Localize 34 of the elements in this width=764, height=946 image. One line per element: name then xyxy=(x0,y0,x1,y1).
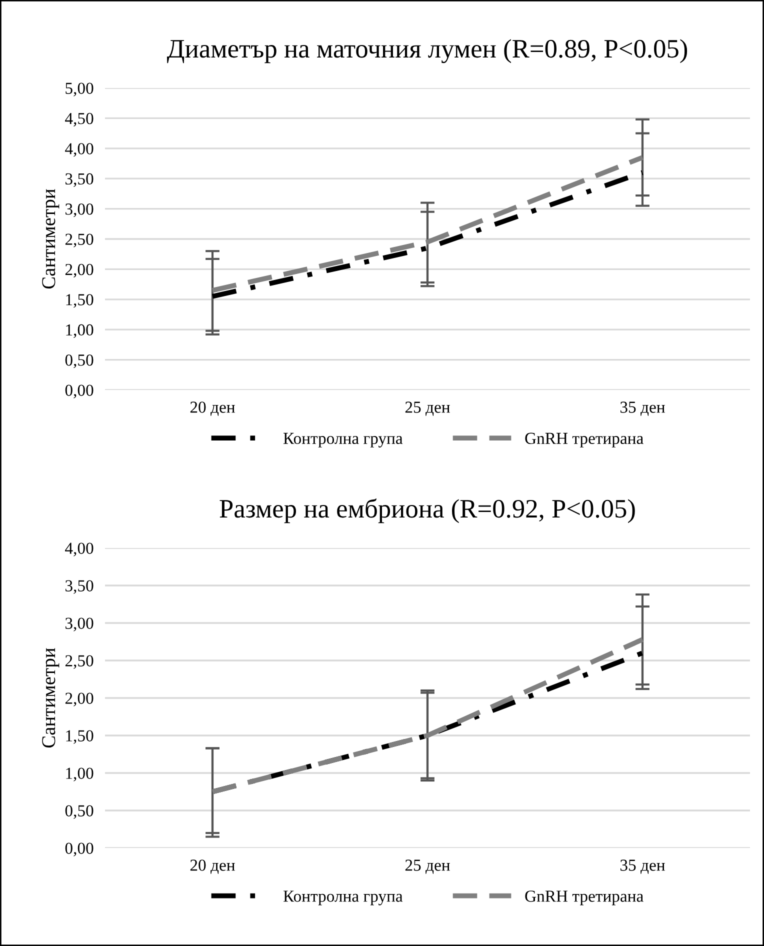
x-tick-label: 20 ден xyxy=(190,860,235,874)
y-tick-label: 0,50 xyxy=(65,354,94,368)
y-tick-label: 5,00 xyxy=(66,82,94,96)
y-tick-label: 2,00 xyxy=(65,264,94,278)
y-axis-title: Сантиметри xyxy=(42,189,60,289)
x-tick-label: 25 ден xyxy=(405,860,450,874)
y-tick-label: 3,00 xyxy=(66,618,94,632)
x-tick-label: 35 ден xyxy=(620,402,665,416)
y-tick-label: 0,50 xyxy=(65,805,94,819)
y-tick-label: 4,00 xyxy=(65,143,94,157)
y-tick-label: 2,00 xyxy=(65,692,94,706)
y-tick-label: 4,50 xyxy=(65,112,94,127)
y-tick-label: 1,00 xyxy=(66,324,94,338)
legend-label: Контролна група xyxy=(283,890,403,906)
chart-title: Размер на ембриона (R=0.92, P<0.05) xyxy=(220,498,635,524)
y-tick-label: 3,50 xyxy=(66,580,94,594)
y-tick-label: 3,50 xyxy=(66,173,94,187)
x-tick-label: 35 ден xyxy=(620,860,665,874)
y-tick-label: 2,50 xyxy=(65,655,94,669)
y-tick-label: 4,00 xyxy=(65,542,94,556)
y-axis-title: Сантиметри xyxy=(42,648,60,748)
y-tick-label: 1,00 xyxy=(66,768,94,782)
y-tick-label: 1,50 xyxy=(66,730,94,744)
x-tick-label: 25 ден xyxy=(405,402,450,416)
legend-label: Контролна група xyxy=(283,432,403,448)
y-tick-label: 0,00 xyxy=(65,384,94,398)
y-tick-label: 0,00 xyxy=(65,842,94,856)
y-tick-label: 1,50 xyxy=(66,294,94,308)
y-tick-label: 3,00 xyxy=(66,204,94,218)
legend-label: GnRH третирана xyxy=(525,432,644,448)
legend-label: GnRH третирана xyxy=(525,890,644,906)
chart-title: Диаметър на маточния лумен (R=0.89, P<0.05) xyxy=(166,39,688,64)
y-tick-label: 2,50 xyxy=(65,234,94,248)
x-tick-label: 20 ден xyxy=(190,402,235,416)
